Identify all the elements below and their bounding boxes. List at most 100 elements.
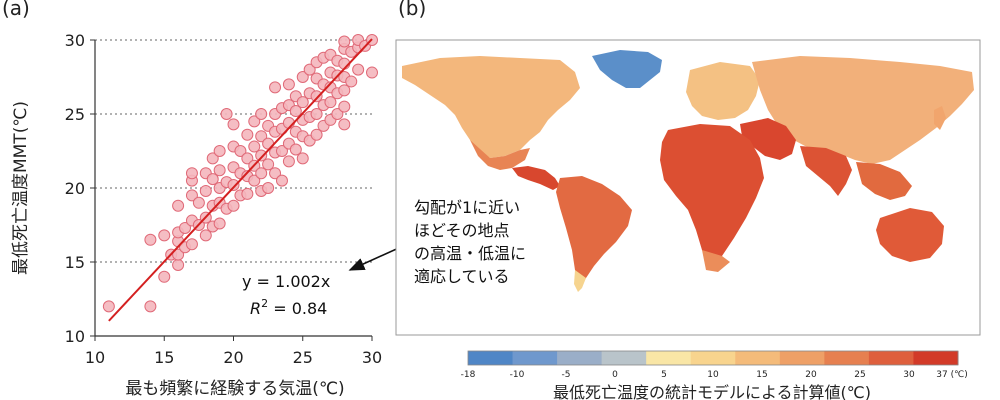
scatter-point <box>179 221 192 234</box>
annotation-line: ほどその地点 <box>414 221 510 240</box>
scatter-point <box>296 152 309 165</box>
scatter-point <box>227 179 240 192</box>
colorbar-tick-labels: -18 -10 -5 0 5 10 15 20 25 30 37 (℃) <box>461 370 968 380</box>
y-tick-labels: 10 15 20 25 30 <box>65 31 95 346</box>
scatter-point <box>345 75 358 88</box>
scatter-point <box>248 174 261 187</box>
colorbar-tick-label: 20 <box>805 370 817 380</box>
r-squared-value: = 0.84 <box>268 299 327 318</box>
y-tick-label: 15 <box>65 253 85 272</box>
scatter-plot: 10 15 20 25 30 10 15 20 25 30 最も頻繁に経験する気温(℃) 最低死… <box>11 31 382 399</box>
land-south-america <box>556 176 632 288</box>
scatter-point <box>234 145 247 157</box>
scatter-point <box>338 84 351 97</box>
colorbar-segment <box>735 351 781 365</box>
colorbar-tick-label: 25 <box>854 370 865 380</box>
scatter-points <box>102 34 378 313</box>
land-south-america-tip <box>574 270 586 292</box>
scatter-point <box>269 167 282 180</box>
regression-line <box>108 38 373 322</box>
scatter-point <box>338 118 351 131</box>
scatter-point <box>213 217 226 230</box>
x-tick-label: 25 <box>293 348 313 367</box>
scatter-point <box>262 182 275 194</box>
scatter-point <box>248 115 261 128</box>
scatter-point <box>338 35 351 48</box>
scatter-point <box>269 81 282 94</box>
colorbar-segment <box>824 351 870 365</box>
scatter-point <box>144 233 157 246</box>
scatter-point <box>227 199 240 212</box>
panel-label-b: (b) <box>398 0 427 20</box>
scatter-point <box>192 196 205 209</box>
x-axis-label: 最も頻繁に経験する気温(℃) <box>125 379 344 399</box>
scatter-point <box>172 248 185 261</box>
colorbar-segment <box>913 351 959 365</box>
land-australia <box>876 208 944 262</box>
scatter-point <box>185 167 198 180</box>
scatter-point <box>255 149 268 162</box>
annotation-line: 適応している <box>414 267 510 286</box>
scatter-point <box>220 108 233 120</box>
colorbar-tick-label: -5 <box>562 370 571 380</box>
scatter-point <box>296 96 309 109</box>
scatter-point <box>206 152 219 165</box>
grid-lines <box>95 39 372 263</box>
colorbar-tick-label: 15 <box>756 370 767 380</box>
scatter-point <box>255 108 268 120</box>
y-tick-label: 10 <box>65 327 85 346</box>
colorbar-segment <box>512 351 558 365</box>
scatter-point <box>241 152 254 165</box>
scatter-point <box>338 100 351 113</box>
scatter-point <box>310 128 323 141</box>
y-tick-label: 25 <box>65 105 85 124</box>
scatter-point <box>352 63 365 76</box>
scatter-point <box>199 184 212 197</box>
scatter-point <box>255 167 268 180</box>
colorbar-segment <box>468 351 514 365</box>
land-central-america <box>512 166 560 190</box>
scatter-point <box>282 78 295 91</box>
land-greenland <box>592 50 662 88</box>
scatter-point <box>227 118 240 131</box>
colorbar-tick-label: 10 <box>707 370 719 380</box>
annotation-line: の高温・低温に <box>414 244 527 263</box>
colorbar-tick-label: -18 <box>461 370 476 380</box>
x-tick-labels: 10 15 20 25 30 <box>85 336 382 367</box>
scatter-point <box>289 143 302 156</box>
r-squared-label: R2 = 0.84 <box>250 297 327 318</box>
scatter-point <box>185 238 198 251</box>
scatter-point <box>324 96 337 109</box>
colorbar-tick-label: 37 (℃) <box>936 370 967 380</box>
world-map: -18 -10 -5 0 5 10 15 20 25 30 37 (℃) 最低死亡温度の統計モデルに… <box>395 39 981 400</box>
scatter-point <box>296 71 309 83</box>
land-africa-south <box>702 250 730 272</box>
colorbar-segment <box>779 351 825 365</box>
annotation-line: 勾配が1に近い <box>414 198 521 217</box>
y-axis-label: 最低死亡温度MMT(℃) <box>11 101 31 275</box>
land-north-america <box>402 56 580 158</box>
land-southeast-asia <box>856 162 912 200</box>
x-tick-label: 30 <box>362 348 382 367</box>
land-africa <box>660 124 764 264</box>
annotation-text: 勾配が1に近い ほどその地点 の高温・低温に 適応している <box>414 196 526 288</box>
scatter-point <box>248 140 261 153</box>
scatter-point <box>241 187 254 200</box>
colorbar-segment <box>690 351 736 365</box>
colorbar-border <box>467 350 959 366</box>
scatter-point <box>144 300 157 313</box>
scatter-point <box>310 90 323 103</box>
colorbar-segment <box>601 351 647 365</box>
colorbar-tick-label: 0 <box>612 370 618 380</box>
scatter-point <box>366 66 378 79</box>
scatter-point <box>213 145 226 157</box>
scatter-point <box>158 270 171 283</box>
scatter-point <box>102 300 115 313</box>
scatter-point <box>282 155 295 168</box>
colorbar-tick-label: 5 <box>661 370 667 380</box>
y-tick-label: 20 <box>65 179 85 198</box>
scatter-point <box>289 105 302 118</box>
scatter-point <box>185 189 198 202</box>
scatter-point <box>158 229 171 242</box>
